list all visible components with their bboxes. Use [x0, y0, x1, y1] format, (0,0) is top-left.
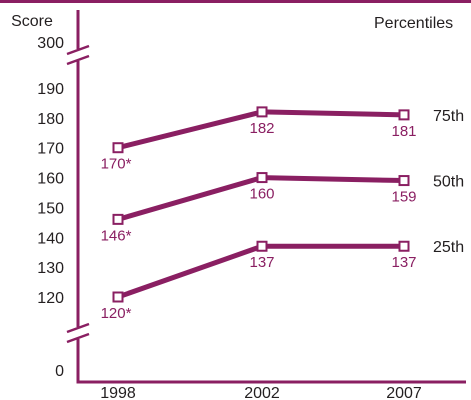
- axis-break-mark: [66, 54, 90, 66]
- y-tick-label: 170: [37, 141, 64, 158]
- y-tick-label: 150: [37, 200, 64, 217]
- data-label: 137: [391, 254, 416, 271]
- data-label: 159: [391, 189, 416, 206]
- data-point: [112, 142, 124, 154]
- legend-title: Percentiles: [374, 15, 453, 32]
- data-label: 160: [249, 186, 274, 203]
- axes: [66, 10, 466, 384]
- top-border: [0, 0, 471, 3]
- data-point: [112, 291, 124, 303]
- y-tick-label: 130: [37, 260, 64, 277]
- data-label: 182: [249, 120, 274, 137]
- series-25th: 120* 137 137 25th: [101, 239, 465, 322]
- data-point: [112, 213, 124, 225]
- y-tick-label: 140: [37, 230, 64, 247]
- axis-line: [76, 10, 466, 384]
- series-name-label: 25th: [433, 239, 464, 256]
- x-tick-label: 2002: [244, 385, 280, 400]
- series-50th: 146* 160 159 50th: [101, 172, 464, 244]
- data-point: [398, 175, 410, 187]
- axis-break-mark: [66, 44, 90, 56]
- y-tick-label: 160: [37, 171, 64, 188]
- y-axis-ticks: 300 120 130 140 150 160 170 180 190 0: [37, 35, 64, 380]
- y-tick-label: 300: [37, 35, 64, 52]
- data-label: 120*: [101, 305, 132, 322]
- data-point: [398, 109, 410, 121]
- data-label: 170*: [101, 156, 132, 173]
- x-axis-ticks: 1998 2002 2007: [100, 385, 422, 400]
- x-tick-label: 2007: [386, 385, 422, 400]
- data-point: [256, 106, 268, 118]
- series-75th: 170* 182 181 75th: [101, 106, 464, 173]
- y-tick-label: 180: [37, 111, 64, 128]
- data-label: 146*: [101, 227, 132, 244]
- axis-break-mark: [66, 332, 90, 344]
- y-axis-title: Score: [11, 13, 53, 30]
- y-tick-label: 0: [55, 363, 64, 380]
- x-tick-label: 1998: [100, 385, 136, 400]
- data-label: 181: [391, 123, 416, 140]
- series-name-label: 75th: [433, 108, 464, 125]
- series-name-label: 50th: [433, 174, 464, 191]
- data-point: [256, 240, 268, 252]
- data-point: [256, 172, 268, 184]
- data-label: 137: [249, 254, 274, 271]
- axis-break-mark: [66, 322, 90, 334]
- y-tick-label: 190: [37, 81, 64, 98]
- data-point: [398, 240, 410, 252]
- y-tick-label: 120: [37, 290, 64, 307]
- series-group: 170* 182 181 75th 146* 160 159 50th 120* 137 137 25…: [101, 106, 465, 322]
